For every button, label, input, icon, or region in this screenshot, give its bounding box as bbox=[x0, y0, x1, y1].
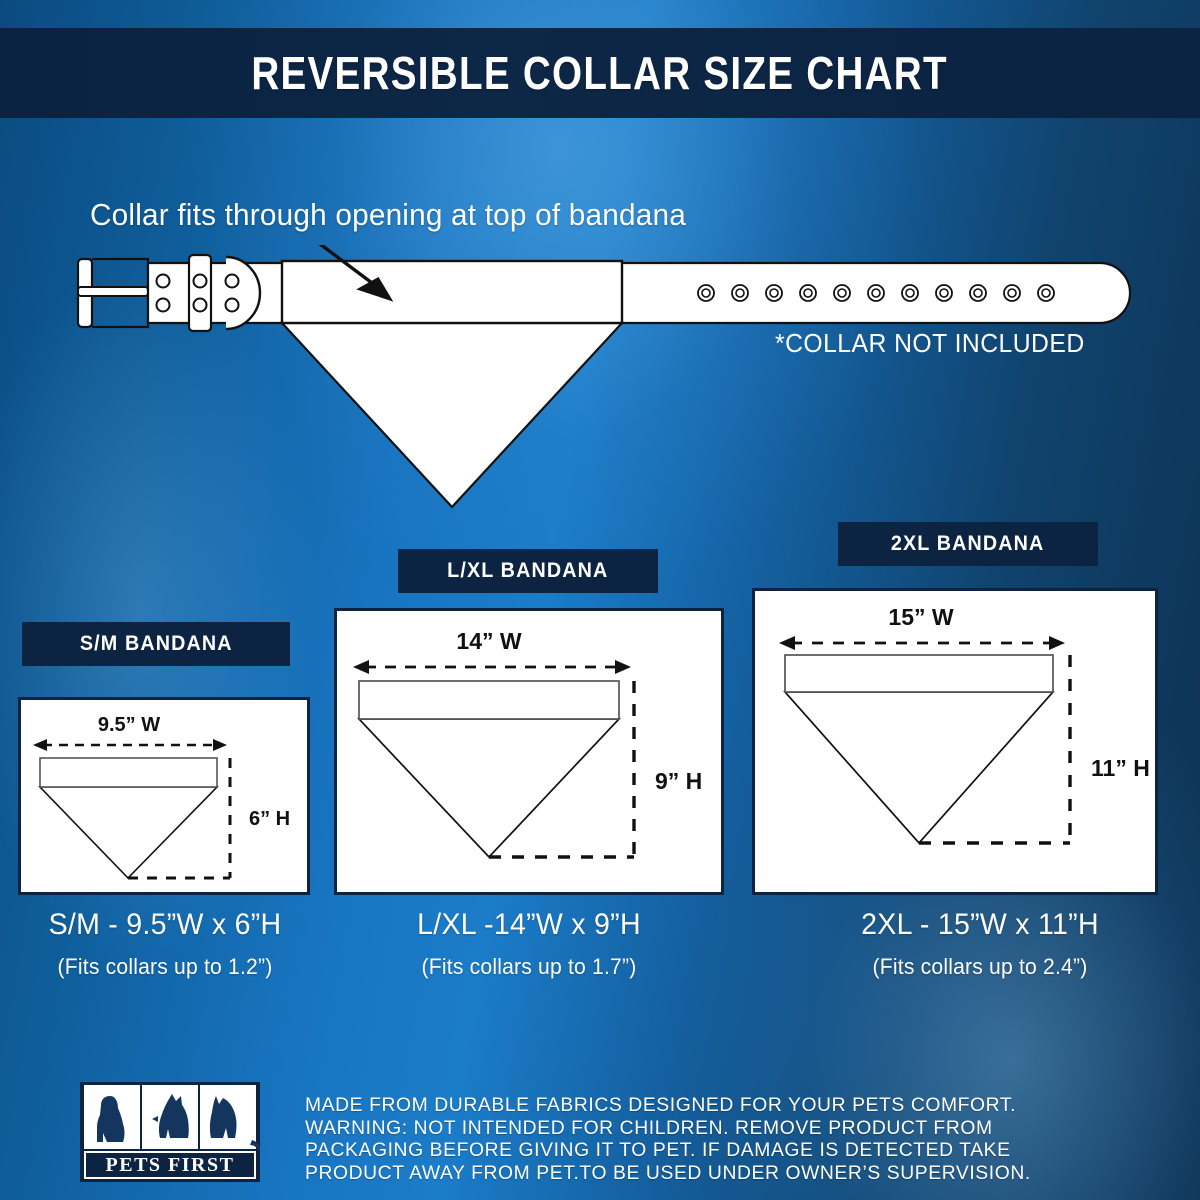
logo-dog-2-icon bbox=[152, 1094, 189, 1138]
keeper-rivet-icon bbox=[192, 297, 208, 313]
collar-not-included-note: *COLLAR NOT INCLUDED bbox=[775, 328, 1085, 358]
size-badge-2xl: 2XL BANDANA bbox=[838, 522, 1098, 566]
collar-illustration bbox=[60, 233, 1140, 540]
footer-line: PRODUCT AWAY FROM PET.TO BE USED UNDER O… bbox=[305, 1161, 1031, 1184]
width-dimension-lxl bbox=[353, 660, 631, 674]
width-dimension-sm bbox=[33, 739, 227, 751]
collar-bandana-drawing bbox=[76, 233, 1132, 509]
bandana-triangle bbox=[279, 321, 625, 509]
pets-first-logo-icon: PETS FIRST bbox=[80, 1082, 261, 1182]
size-caption-2xl: 2XL - 15”W x 11”H (Fits collars up to 2.… bbox=[810, 908, 1150, 980]
bandana-band-lxl bbox=[358, 680, 620, 720]
keeper-rivet-icon bbox=[192, 273, 208, 289]
size-caption-sub-lxl: (Fits collars up to 1.7”) bbox=[421, 954, 637, 979]
size-card-2xl: 15” W 11” H bbox=[752, 588, 1158, 895]
bandana-band-sm bbox=[39, 757, 218, 788]
bandana-triangle-sm bbox=[38, 786, 219, 880]
page-title: REVERSIBLE COLLAR SIZE CHART bbox=[251, 47, 949, 99]
height-dimension-lxl bbox=[489, 681, 636, 859]
logo-wordmark: PETS FIRST bbox=[106, 1154, 235, 1176]
collar-eyelets bbox=[697, 284, 1055, 302]
size-caption-sm: S/M - 9.5”W x 6”H (Fits collars up to 1.… bbox=[0, 908, 330, 980]
height-dimension-sm bbox=[128, 758, 232, 880]
size-badge-sm: S/M BANDANA bbox=[22, 622, 290, 666]
size-badge-lxl: L/XL BANDANA bbox=[398, 549, 658, 593]
bandana-band-2xl bbox=[784, 654, 1054, 693]
bandana-top-band bbox=[280, 259, 624, 325]
height-label-lxl: 9” H bbox=[655, 768, 702, 794]
bandana-diagram-lxl: 14” W 9” H bbox=[353, 628, 702, 859]
bandana-diagram-sm: 9.5” W 6” H bbox=[33, 714, 290, 880]
keeper-loop-icon bbox=[187, 253, 213, 333]
size-card-lxl: 14” W 9” H bbox=[334, 608, 724, 895]
logo-nameplate bbox=[84, 1151, 256, 1179]
width-dimension-2xl bbox=[779, 636, 1065, 650]
d-ring-rivet-icon bbox=[224, 273, 240, 289]
bandana-triangle-2xl bbox=[783, 691, 1055, 845]
title-bar: REVERSIBLE COLLAR SIZE CHART bbox=[0, 28, 1200, 118]
footer-disclaimer: MADE FROM DURABLE FABRICS DESIGNED FOR Y… bbox=[305, 1094, 1031, 1184]
size-caption-main-sm: S/M - 9.5”W x 6”H bbox=[48, 908, 282, 941]
width-label-2xl: 15” W bbox=[888, 604, 953, 630]
size-card-sm: 9.5” W 6” H bbox=[18, 697, 310, 895]
footer-line: WARNING: NOT INTENDED FOR CHILDREN. REMO… bbox=[305, 1116, 993, 1139]
footer-line: PACKAGING BEFORE GIVING IT TO PET. IF DA… bbox=[305, 1139, 1011, 1161]
height-label-sm: 6” H bbox=[249, 808, 290, 830]
buckle-hole-icon bbox=[155, 297, 171, 313]
bandana-diagram-2xl: 15” W 11” H bbox=[779, 604, 1150, 845]
size-caption-main-lxl: L/XL -14”W x 9”H bbox=[417, 908, 641, 941]
buckle-prong-icon bbox=[77, 286, 149, 297]
size-caption-sub-sm: (Fits collars up to 1.2”) bbox=[57, 954, 273, 979]
size-caption-lxl: L/XL -14”W x 9”H (Fits collars up to 1.7… bbox=[364, 908, 694, 980]
d-ring-rivet-icon bbox=[224, 297, 240, 313]
brand-logo: PETS FIRST bbox=[80, 1082, 261, 1187]
logo-tail-icon bbox=[250, 1140, 261, 1152]
size-caption-main-2xl: 2XL - 15”W x 11”H bbox=[861, 908, 1099, 941]
width-label-lxl: 14” W bbox=[456, 628, 521, 654]
bandana-triangle-lxl bbox=[357, 718, 621, 859]
logo-dog-3-icon bbox=[209, 1096, 237, 1138]
logo-dog-1-icon bbox=[97, 1096, 125, 1142]
size-caption-sub-2xl: (Fits collars up to 2.4”) bbox=[872, 954, 1088, 979]
collar-opening-annotation: Collar fits through opening at top of ba… bbox=[90, 197, 686, 232]
width-label-sm: 9.5” W bbox=[98, 714, 160, 736]
buckle-hole-icon bbox=[155, 273, 171, 289]
footer-line: MADE FROM DURABLE FABRICS DESIGNED FOR Y… bbox=[305, 1094, 1017, 1116]
height-dimension-2xl bbox=[919, 655, 1072, 845]
height-label-2xl: 11” H bbox=[1091, 755, 1150, 781]
